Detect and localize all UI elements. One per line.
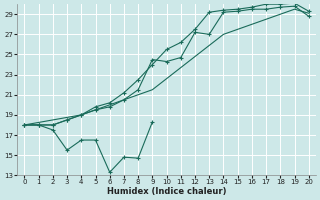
X-axis label: Humidex (Indice chaleur): Humidex (Indice chaleur) (107, 187, 226, 196)
